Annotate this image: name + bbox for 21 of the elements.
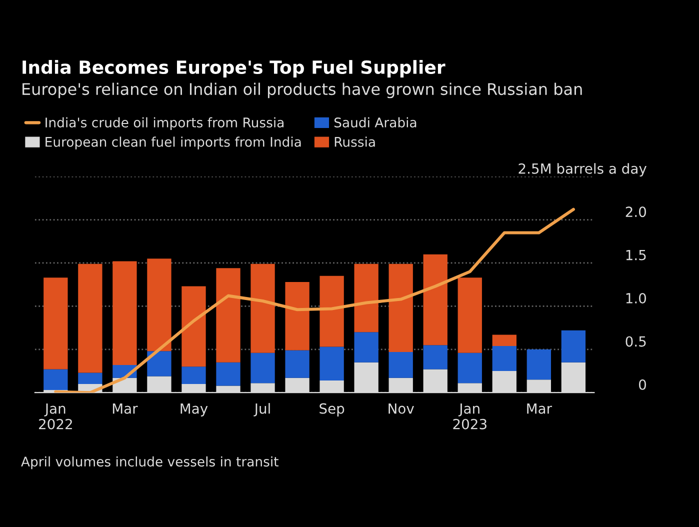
x-tick-label: Mar xyxy=(112,403,138,414)
x-tick-label: Sep xyxy=(320,403,344,416)
y-tick-label: 1.0 xyxy=(626,292,646,304)
x-tick-label: Mar xyxy=(527,403,552,414)
y-tick-label: 2.5M barrels a day xyxy=(518,163,647,177)
chart-subtitle: Europe's reliance on Indian oil products have grown since Russian ban xyxy=(22,82,582,98)
x-tick-label: Jan 2023 xyxy=(453,403,486,430)
legend-label: European clean fuel imports from India xyxy=(46,136,301,150)
y-tick-label: 0.5 xyxy=(626,336,646,347)
x-tick-label: Jul xyxy=(254,403,270,416)
chart-title: India Becomes Europe's Top Fuel Supplier xyxy=(22,60,446,78)
legend-label: Russia xyxy=(334,136,375,147)
x-tick-label: May xyxy=(180,403,208,416)
y-tick-label: 2.0 xyxy=(626,206,646,218)
y-tick-label: 0 xyxy=(639,379,646,390)
legend-label: India's crude oil imports from Russia xyxy=(46,117,284,130)
y-tick-label: 1.5 xyxy=(626,250,646,260)
x-tick-label: Jan 2022 xyxy=(39,403,72,430)
text: April volumes include vessels in transit xyxy=(21,456,278,470)
x-tick-label: Nov xyxy=(388,403,414,414)
legend-label: Saudi Arabia xyxy=(334,117,416,128)
